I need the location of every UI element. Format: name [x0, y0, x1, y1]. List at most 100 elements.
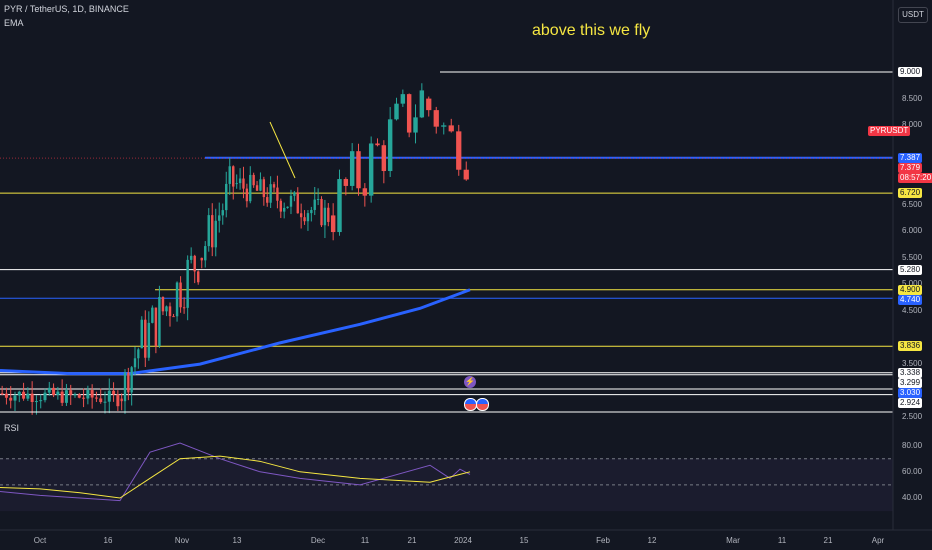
candle-body [77, 394, 81, 398]
candle-body [193, 255, 196, 272]
candle-body [296, 192, 299, 214]
time-tick: Dec [310, 536, 326, 545]
candle-body [238, 178, 242, 184]
candle-body [262, 179, 266, 198]
candle-body [127, 372, 130, 393]
candle-body [232, 166, 235, 187]
price-label: 3.338 [898, 367, 923, 378]
candle-body [197, 271, 200, 283]
candle-body [463, 169, 469, 180]
candle-body [116, 394, 120, 407]
candle-body [320, 198, 323, 226]
candle-body [211, 215, 214, 248]
candle-body [228, 166, 231, 184]
candle-body [441, 125, 447, 127]
symbol-title[interactable]: PYR / TetherUS, 1D, BINANCE [4, 4, 129, 14]
candle-body [179, 282, 182, 308]
candle-body [310, 209, 313, 214]
candle-body [151, 307, 154, 323]
candle-body [52, 387, 56, 396]
ema-indicator-label[interactable]: EMA [4, 18, 24, 28]
candle-body [413, 117, 418, 133]
candle-body [204, 246, 207, 261]
time-tick: Apr [871, 536, 885, 545]
candle-body [161, 296, 165, 312]
price-label: 5.280 [898, 264, 923, 275]
lightning-icon[interactable]: ⚡ [464, 376, 476, 388]
candle-body [86, 390, 90, 399]
candle-body [186, 259, 189, 308]
price-label: 4.740 [898, 294, 923, 305]
candle-body [283, 207, 286, 212]
candle-body [34, 401, 38, 403]
price-tick: 5.000 [902, 279, 923, 289]
price-label: 2.924 [898, 397, 923, 408]
candle-body [13, 395, 17, 401]
candle-body [137, 349, 140, 359]
candle-body [99, 398, 103, 403]
price-tick: 8.000 [902, 120, 923, 130]
time-tick: 12 [647, 536, 657, 545]
rsi-tick: 60.00 [902, 466, 923, 476]
candle-body [272, 184, 276, 188]
candle-body [245, 188, 249, 202]
candle-body [17, 391, 21, 396]
price-label: 7.379 [898, 162, 923, 173]
candle-body [259, 179, 262, 191]
candle-body [323, 207, 327, 226]
candle-body [165, 306, 168, 312]
flag-icon-us-2[interactable] [476, 398, 489, 411]
candle-body [266, 197, 269, 203]
time-tick: 13 [232, 536, 242, 545]
price-label: 9.000 [898, 67, 923, 78]
candle-body [90, 390, 94, 398]
candle-body [368, 143, 374, 196]
chart-annotation[interactable]: above this we fly [532, 22, 651, 39]
candle-body [456, 131, 462, 170]
candle-body [140, 319, 143, 349]
candle-body [303, 217, 306, 222]
price-label: 6.720 [898, 188, 923, 199]
candle-body [252, 174, 255, 186]
candle-body [330, 215, 336, 233]
candle-body [218, 215, 221, 221]
candle-body [144, 319, 147, 358]
candle-body [200, 257, 203, 261]
time-tick: Feb [596, 536, 610, 545]
candle-body [172, 316, 175, 318]
candle-body [426, 98, 432, 111]
candle-body [182, 307, 186, 309]
candle-body [56, 391, 60, 396]
candle-body [316, 198, 320, 200]
price-label: 7.387 [898, 152, 923, 163]
candle-body [387, 119, 393, 172]
candle-body [43, 392, 47, 401]
price-tick: 3.500 [902, 359, 923, 369]
trend-line [269, 121, 296, 179]
candle-body [289, 195, 293, 207]
candle-body [64, 390, 68, 403]
candle-body [175, 282, 179, 317]
candle-body [419, 90, 425, 118]
rsi-indicator-label[interactable]: RSI [4, 423, 20, 433]
candle-body [207, 215, 210, 247]
candle-body [123, 372, 127, 402]
time-tick: Mar [726, 536, 740, 545]
candle-body [94, 397, 98, 399]
currency-button[interactable]: USDT [898, 7, 928, 23]
candle-body [299, 213, 303, 218]
candle-body [103, 401, 107, 403]
candle-body [255, 185, 259, 191]
candle-body [4, 393, 8, 398]
candle-body [279, 200, 282, 212]
candle-body [39, 400, 43, 402]
candle-body [327, 207, 330, 222]
candle-body [30, 393, 34, 402]
candle-body [47, 387, 51, 393]
time-tick: Nov [174, 536, 190, 545]
symbol-tag: PYRUSDT [868, 126, 911, 136]
candle-body [69, 390, 73, 395]
price-tick: 6.000 [902, 226, 923, 236]
time-tick: 15 [519, 536, 529, 545]
